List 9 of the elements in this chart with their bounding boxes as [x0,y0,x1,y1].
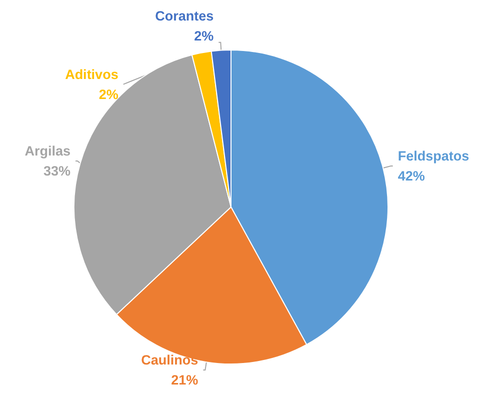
data-label: 2% [194,28,214,44]
slice-label: Feldspatos [398,148,470,164]
slice-label: Argilas [24,143,71,158]
data-label: 2% [98,86,118,102]
slice-label: Corantes [155,8,214,24]
data-label: 42% [398,168,425,184]
data-label: 21% [171,372,198,388]
data-label: 33% [43,163,71,178]
slice-label: Aditivos [65,66,118,82]
